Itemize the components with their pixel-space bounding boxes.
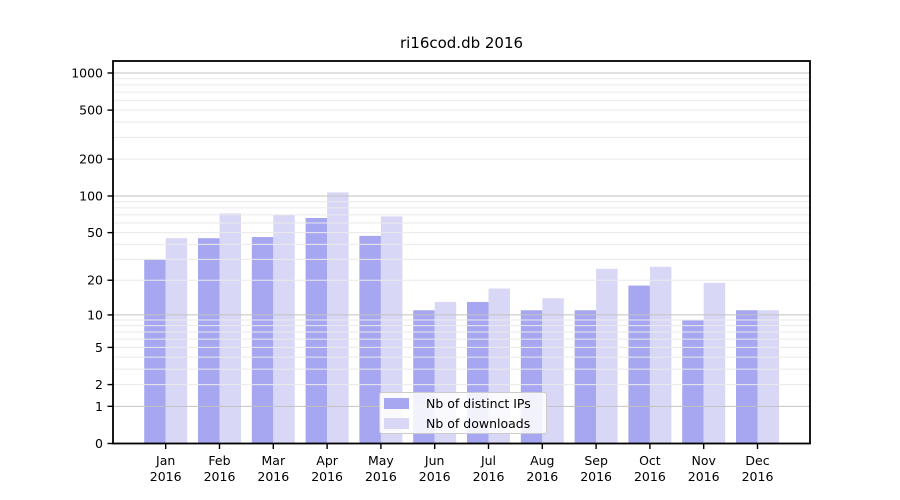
- y-tick-label: 500: [79, 103, 103, 118]
- x-tick-label-year: 2016: [150, 469, 182, 484]
- y-tick-label: 0: [95, 436, 103, 451]
- bar-nov-distinct-ips: [682, 320, 704, 444]
- y-tick-label: 5: [95, 340, 103, 355]
- x-tick-label-month: Aug: [530, 453, 554, 468]
- legend-label-distinct-ips: Nb of distinct IPs: [426, 395, 531, 411]
- bar-aug-downloads: [542, 298, 564, 444]
- x-tick-label-year: 2016: [365, 469, 397, 484]
- bar-may-distinct-ips: [359, 235, 381, 444]
- y-tick-label: 1: [95, 399, 103, 414]
- x-tick-label-year: 2016: [257, 469, 289, 484]
- x-tick-label-month: Dec: [745, 453, 769, 468]
- chart-title: ri16cod.db 2016: [399, 34, 524, 52]
- y-tick-label: 200: [79, 152, 103, 167]
- x-tick-label-month: Feb: [208, 453, 230, 468]
- legend-item-distinct-ips: Nb of distinct IPs: [384, 393, 546, 413]
- x-tick-label-month: Nov: [691, 453, 716, 468]
- x-tick-label-month: Jul: [480, 453, 496, 468]
- y-tick-label: 50: [87, 225, 103, 240]
- bar-dec-distinct-ips: [736, 310, 758, 444]
- x-tick-label-month: May: [368, 453, 394, 468]
- y-tick-label: 100: [79, 188, 103, 203]
- legend-item-downloads: Nb of downloads: [384, 413, 546, 433]
- x-tick-label-year: 2016: [526, 469, 558, 484]
- bar-jan-distinct-ips: [144, 259, 166, 444]
- x-tick-label-year: 2016: [311, 469, 343, 484]
- bar-may-downloads: [380, 216, 403, 444]
- axes-spines: [112, 60, 811, 445]
- legend-swatch-downloads: [384, 417, 409, 429]
- legend-label-downloads: Nb of downloads: [426, 415, 531, 431]
- x-tick-label-year: 2016: [419, 469, 451, 484]
- bar-sep-downloads: [596, 268, 618, 444]
- bar-apr-distinct-ips: [305, 218, 328, 444]
- bar-apr-downloads: [327, 192, 349, 444]
- x-tick-label-year: 2016: [204, 469, 236, 484]
- bar-nov-downloads: [703, 282, 726, 444]
- bar-oct-downloads: [649, 266, 672, 444]
- legend-swatch-distinct-ips: [384, 397, 409, 409]
- bar-sep-distinct-ips: [574, 310, 597, 444]
- x-tick-label-year: 2016: [742, 469, 774, 484]
- x-tick-label-month: Apr: [316, 453, 338, 468]
- x-tick-label-year: 2016: [688, 469, 720, 484]
- x-tick-label-year: 2016: [473, 469, 505, 484]
- bar-dec-downloads: [757, 310, 779, 444]
- y-tick-label: 10: [87, 307, 103, 322]
- bar-jan-downloads: [165, 238, 188, 444]
- bar-feb-distinct-ips: [198, 238, 220, 444]
- y-tick-label: 1000: [71, 65, 103, 80]
- y-tick-label: 2: [95, 377, 103, 392]
- x-tick-label-month: Jun: [424, 453, 445, 468]
- bar-mar-distinct-ips: [251, 237, 274, 444]
- bar-oct-distinct-ips: [628, 285, 650, 444]
- bar-mar-downloads: [273, 214, 295, 444]
- x-tick-label-month: Oct: [639, 453, 661, 468]
- y-tick-label: 20: [87, 273, 103, 288]
- legend: Nb of distinct IPs Nb of downloads: [379, 392, 547, 434]
- x-tick-label-year: 2016: [634, 469, 666, 484]
- x-tick-label-month: Mar: [262, 453, 286, 468]
- x-tick-label-month: Jan: [155, 453, 175, 468]
- bar-feb-downloads: [219, 213, 241, 444]
- x-tick-label-month: Sep: [584, 453, 608, 468]
- x-tick-label-year: 2016: [580, 469, 612, 484]
